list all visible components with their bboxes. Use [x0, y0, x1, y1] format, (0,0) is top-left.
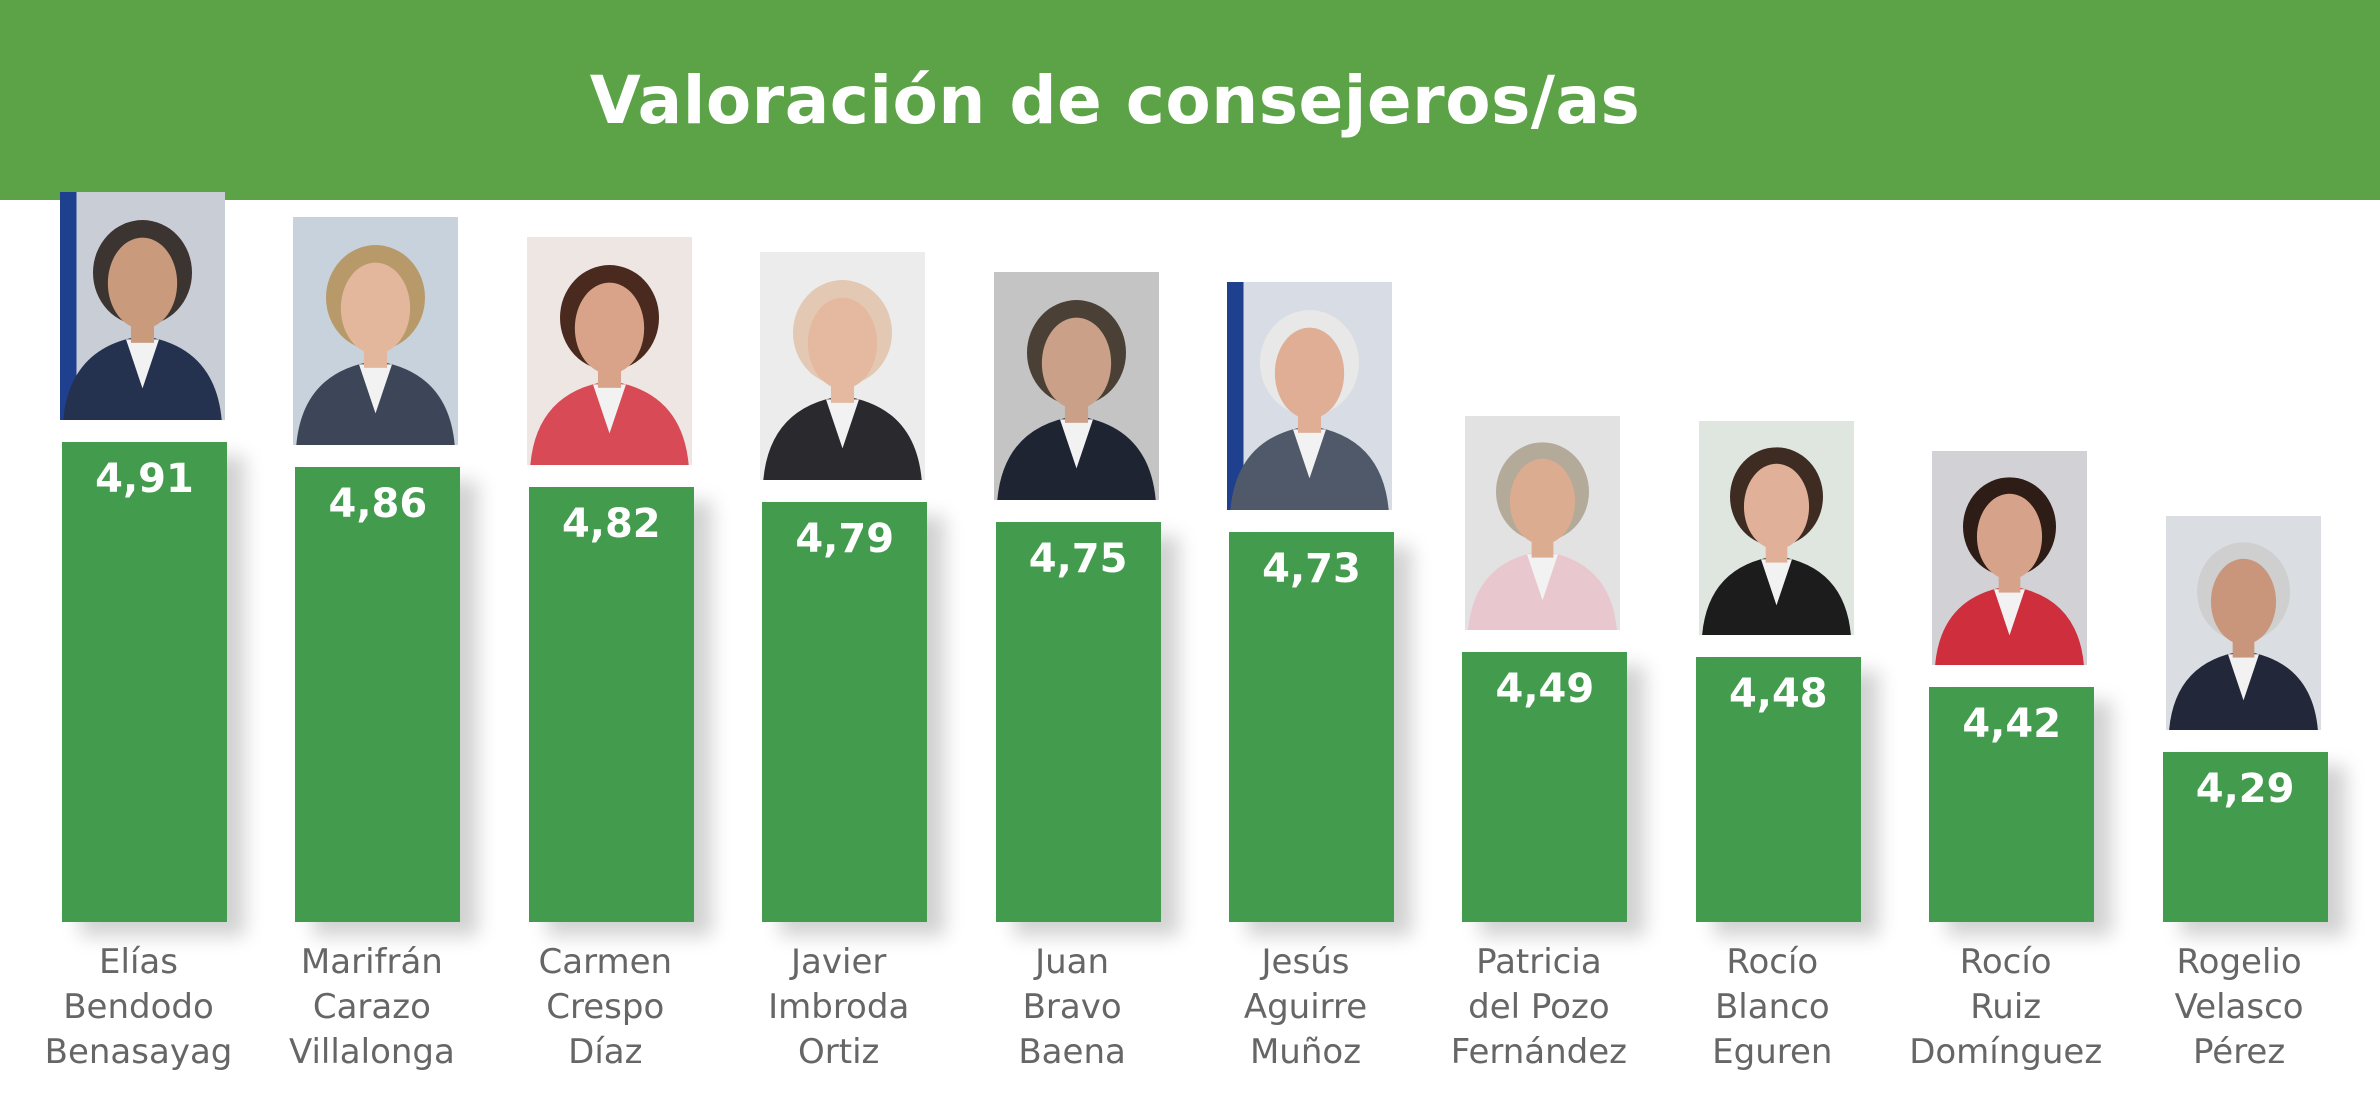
bar-value-label: 4,48: [1728, 671, 1828, 717]
portrait-photo: [1698, 421, 1854, 635]
bar: 4,86: [295, 467, 461, 922]
portrait-photo: [526, 237, 692, 465]
portrait-photo: [760, 252, 926, 480]
category-label-line: Aguirre: [1243, 987, 1368, 1027]
category-label-line: Crespo: [546, 987, 665, 1027]
chart-header: Valoración de consejeros/as: [0, 0, 2380, 200]
category-label-line: Blanco: [1714, 987, 1830, 1027]
bar-value-label: 4,79: [795, 516, 895, 562]
category-label-line: Benasayag: [44, 1032, 233, 1072]
category-label-line: Carazo: [312, 987, 431, 1027]
category-label-line: Marifrán: [300, 942, 443, 982]
category-label-line: Fernández: [1450, 1032, 1628, 1072]
bar: 4,75: [995, 522, 1161, 922]
category-label-line: Bravo: [1022, 987, 1122, 1027]
category-label-line: Díaz: [568, 1032, 643, 1072]
portrait-photo: [1227, 282, 1392, 510]
category-label: Javier Imbroda Ortiz: [729, 940, 949, 1075]
category-label-line: Rogelio: [2176, 942, 2302, 982]
bar-value-label: 4,86: [328, 481, 428, 527]
category-label-line: Baena: [1018, 1032, 1126, 1072]
category-label-line: Domínguez: [1909, 1032, 2103, 1072]
category-label-line: Carmen: [538, 942, 673, 982]
bar-value-label: 4,91: [95, 456, 194, 502]
category-label-line: Imbroda: [768, 987, 910, 1027]
bar: 4,49: [1462, 652, 1628, 922]
category-label-line: Ortiz: [798, 1032, 880, 1072]
category-label-line: Bendodo: [63, 987, 214, 1027]
bar-value-label: 4,73: [1262, 546, 1361, 592]
bar: 4,91: [62, 442, 227, 922]
category-label-line: Rocío: [1726, 942, 1819, 982]
category-label-line: Muñoz: [1249, 1032, 1362, 1072]
category-label-line: Javier: [791, 942, 887, 982]
category-label-line: del Pozo: [1468, 987, 1610, 1027]
category-label: Carmen Crespo Díaz: [495, 940, 715, 1075]
bar: 4,82: [528, 487, 694, 922]
category-label-line: Villalonga: [288, 1032, 455, 1072]
category-label: Rogelio Velasco Pérez: [2129, 940, 2349, 1075]
portrait-photo: [1465, 416, 1621, 630]
bar: 4,73: [1229, 532, 1394, 922]
portrait-photo: [60, 192, 225, 420]
portrait-photo: [293, 217, 459, 445]
category-label-line: Patricia: [1476, 942, 1602, 982]
portrait-photo: [993, 272, 1159, 500]
category-label: Jesús Aguirre Muñoz: [1196, 940, 1416, 1075]
category-label: Patricia del Pozo Fernández: [1429, 940, 1649, 1075]
bar-chart: 4,91 Elías Bendodo Benasayag 4,86 Marifrán Car…: [0, 192, 2380, 1114]
bar-value-label: 4,42: [1962, 701, 2062, 747]
category-label: Marifrán Carazo Villalonga: [262, 940, 482, 1075]
category-label-line: Pérez: [2192, 1032, 2286, 1072]
bar: 4,48: [1695, 657, 1861, 922]
bar: 4,42: [1929, 687, 2095, 922]
chart-title: Valoración de consejeros/as: [589, 61, 1641, 139]
category-label-line: Jesús: [1261, 942, 1350, 982]
bar: 4,79: [762, 502, 928, 922]
category-label-line: Ruiz: [1970, 987, 2042, 1027]
category-label: Juan Bravo Baena: [962, 940, 1182, 1075]
category-label: Rocío Ruiz Domínguez: [1896, 940, 2116, 1075]
bar-value-label: 4,75: [1028, 536, 1128, 582]
category-label-line: Rocío: [1959, 942, 2052, 982]
portrait-photo: [2165, 516, 2321, 730]
category-label-line: Juan: [1035, 942, 1110, 982]
category-label-line: Elías: [99, 942, 178, 982]
bar-value-label: 4,49: [1495, 666, 1595, 712]
category-label: Elías Bendodo Benasayag: [29, 940, 249, 1075]
bar-value-label: 4,82: [561, 501, 661, 547]
category-label-line: Eguren: [1712, 1032, 1833, 1072]
category-label: Rocío Blanco Eguren: [1662, 940, 1882, 1075]
bar-value-label: 4,29: [2195, 766, 2295, 812]
portrait-photo: [1932, 451, 2088, 665]
bar: 4,29: [2162, 752, 2328, 922]
category-label-line: Velasco: [2174, 987, 2304, 1027]
